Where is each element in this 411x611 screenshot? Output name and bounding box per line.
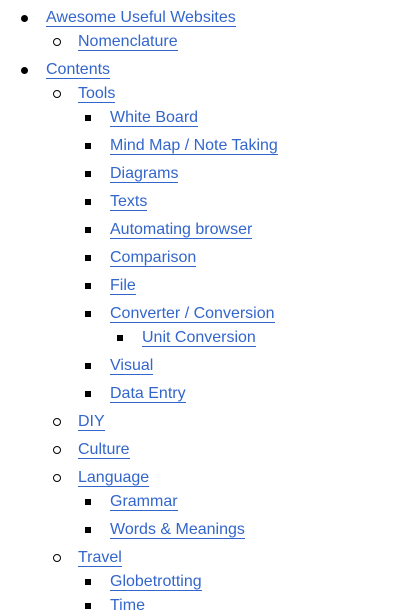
toc-link[interactable]: Unit Conversion <box>142 329 256 347</box>
disc-bullet-icon <box>21 67 28 74</box>
toc-item: Diagrams <box>85 164 179 184</box>
toc-item: Mind Map / Note Taking <box>85 136 278 156</box>
toc-item: Language <box>53 468 150 488</box>
toc-item: Culture <box>53 440 130 460</box>
toc-item: Travel <box>53 548 122 568</box>
toc-item: Texts <box>85 192 148 212</box>
toc-item: White Board <box>85 108 199 128</box>
toc-link[interactable]: Tools <box>78 85 116 103</box>
toc-link[interactable]: File <box>110 277 136 295</box>
square-bullet-icon <box>85 227 91 233</box>
toc-item: Grammar <box>85 492 178 512</box>
toc-link[interactable]: Time <box>110 597 145 611</box>
toc-item: Comparison <box>85 248 197 268</box>
circle-bullet-icon <box>53 446 61 454</box>
toc-item: File <box>85 276 136 296</box>
toc-item: Words & Meanings <box>85 520 245 540</box>
toc-link[interactable]: Globetrotting <box>110 573 202 591</box>
square-bullet-icon <box>85 311 91 317</box>
circle-bullet-icon <box>53 418 61 426</box>
circle-bullet-icon <box>53 38 61 46</box>
toc-item: Visual <box>85 356 154 376</box>
square-bullet-icon <box>85 143 91 149</box>
square-bullet-icon <box>85 283 91 289</box>
circle-bullet-icon <box>53 474 61 482</box>
square-bullet-icon <box>85 603 91 609</box>
toc-item: Automating browser <box>85 220 253 240</box>
circle-bullet-icon <box>53 554 61 562</box>
toc-link[interactable]: Contents <box>46 61 111 79</box>
square-bullet-icon <box>85 115 91 121</box>
square-bullet-icon <box>85 499 91 505</box>
toc-link[interactable]: Travel <box>78 549 122 567</box>
square-bullet-icon <box>85 391 91 397</box>
square-bullet-icon <box>85 363 91 369</box>
toc-item: Data Entry <box>85 384 186 404</box>
toc-item: Unit Conversion <box>117 328 256 348</box>
square-bullet-icon <box>85 255 91 261</box>
toc-link[interactable]: Nomenclature <box>78 33 178 51</box>
toc-item: Contents <box>21 60 111 80</box>
square-bullet-icon <box>117 335 123 341</box>
toc-link[interactable]: Visual <box>110 357 154 375</box>
square-bullet-icon <box>85 527 91 533</box>
toc-item: DIY <box>53 412 105 432</box>
toc-link[interactable]: Texts <box>110 193 148 211</box>
toc-link[interactable]: Mind Map / Note Taking <box>110 137 278 155</box>
toc-item: Time <box>85 596 145 611</box>
toc-item: Awesome Useful Websites <box>21 8 236 28</box>
square-bullet-icon <box>85 579 91 585</box>
square-bullet-icon <box>85 199 91 205</box>
circle-bullet-icon <box>53 90 61 98</box>
toc-link[interactable]: Language <box>78 469 150 487</box>
toc-link[interactable]: Grammar <box>110 493 178 511</box>
toc-link[interactable]: Automating browser <box>110 221 253 239</box>
toc-link[interactable]: Culture <box>78 441 130 459</box>
toc-link[interactable]: Diagrams <box>110 165 179 183</box>
toc-link[interactable]: Awesome Useful Websites <box>46 9 236 27</box>
toc-link[interactable]: White Board <box>110 109 199 127</box>
toc-link[interactable]: Data Entry <box>110 385 186 403</box>
square-bullet-icon <box>85 171 91 177</box>
toc-item: Nomenclature <box>53 32 178 52</box>
toc-item: Globetrotting <box>85 572 202 592</box>
toc-link[interactable]: DIY <box>78 413 105 431</box>
toc-item: Converter / Conversion <box>85 304 275 324</box>
toc-link[interactable]: Comparison <box>110 249 197 267</box>
toc-link[interactable]: Converter / Conversion <box>110 305 275 323</box>
disc-bullet-icon <box>21 15 28 22</box>
toc-item: Tools <box>53 84 116 104</box>
toc-link[interactable]: Words & Meanings <box>110 521 245 539</box>
